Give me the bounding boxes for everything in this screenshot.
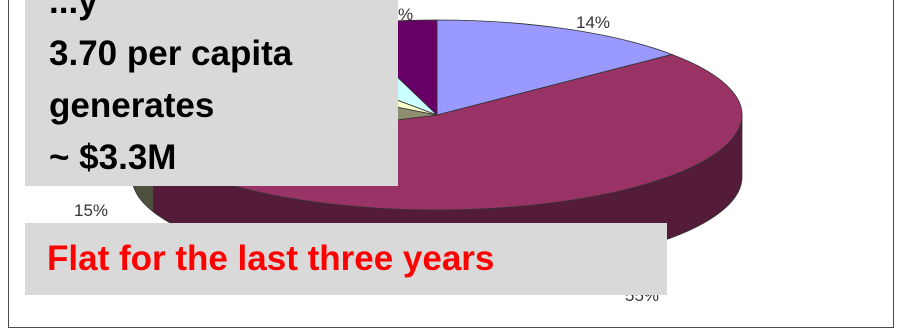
per-capita-callout: ...y 3.70 per capita generates ~ $3.3M — [25, 0, 398, 186]
callout-line-2: 3.70 per capita — [49, 34, 293, 73]
slice-label-dark: % — [398, 5, 414, 24]
flat-years-banner: Flat for the last three years — [25, 223, 667, 295]
slice-label-15: 15% — [74, 201, 109, 220]
callout-line-1: ...y — [49, 0, 98, 21]
slice-label-14: 14% — [576, 13, 611, 32]
callout-line-3: generates — [49, 86, 215, 125]
pie-slice-0 — [436, 19, 674, 116]
callout-line-4: ~ $3.3M — [49, 138, 177, 177]
